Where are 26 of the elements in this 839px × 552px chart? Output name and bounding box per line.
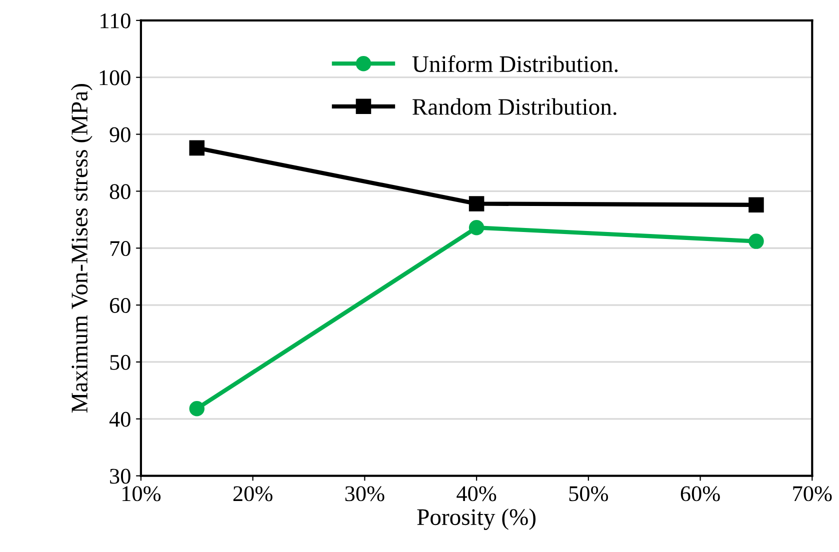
x-tick-label: 20% [233, 486, 272, 502]
y-tick-label: 30 [110, 468, 130, 484]
x-axis-title: Porosity (%) [417, 508, 536, 530]
y-tick-label: 40 [109, 412, 130, 427]
y-tick-label: 60 [110, 298, 130, 313]
point [468, 196, 484, 212]
y-tick-label: 100 [100, 70, 130, 86]
point [189, 401, 205, 416]
x-tick-label: 10% [122, 486, 161, 502]
y-tick-label: 50 [110, 354, 130, 370]
x-tick-label: 70% [793, 486, 832, 502]
point [748, 234, 764, 249]
y-tick-label: 110 [100, 13, 130, 28]
point [468, 220, 484, 236]
x-tick-label: 30% [345, 486, 384, 502]
x-tick-label: 50% [569, 486, 608, 502]
x-tick-label: 60% [680, 486, 720, 502]
y-tick-label: 80 [110, 184, 130, 200]
legend-label: Random Distribution. [412, 98, 616, 116]
y-axis-title: Maximum Von-Mises stress (MPa) [70, 84, 92, 413]
point [189, 140, 205, 156]
y-tick-label: 90 [110, 127, 130, 142]
y-tick-label: 70 [110, 241, 130, 256]
legend-label: Uniform Distribution. [412, 55, 618, 72]
point [748, 197, 764, 212]
x-tick-label: 40% [456, 486, 496, 502]
